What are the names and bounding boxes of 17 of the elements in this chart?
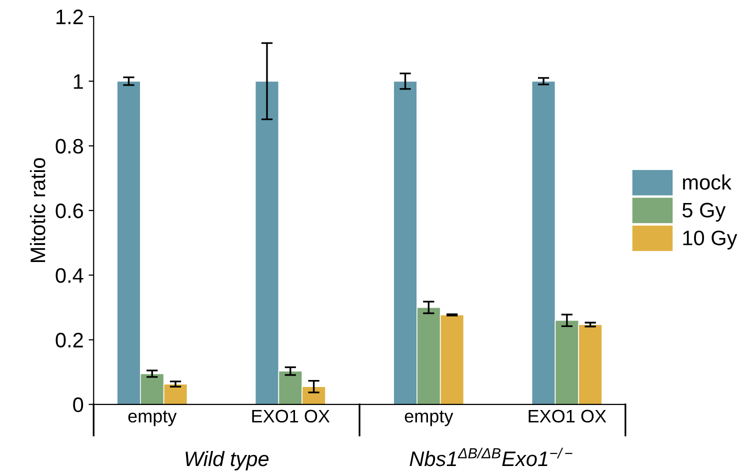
x-tick-label: empty bbox=[404, 410, 454, 426]
y-tick-label: 1 bbox=[74, 74, 83, 89]
x-tick-label: empty bbox=[128, 410, 177, 426]
y-tick-label: 0.8 bbox=[56, 138, 83, 154]
y-tick-label: 1.2 bbox=[56, 10, 83, 24]
y-tick-label: 0.6 bbox=[56, 203, 83, 218]
text: Wild type bbox=[186, 450, 269, 470]
legend-label: mock bbox=[683, 174, 732, 190]
x-tick-label: EXO1 OX bbox=[528, 410, 606, 423]
text: Nbs1$^{ΔB/ΔB}$Exo1$^{−/−}$ bbox=[410, 448, 572, 466]
y-tick-label: 0.2 bbox=[56, 332, 83, 348]
y-axis-title: Mitotic ratio bbox=[30, 158, 46, 262]
x-tick-label: EXO1 OX bbox=[252, 410, 330, 423]
legend-label: 5 Gy bbox=[682, 202, 726, 222]
legend-label: 10 Gy bbox=[683, 230, 738, 250]
y-tick-label: 0.4 bbox=[56, 268, 84, 283]
y-tick-label: 0 bbox=[73, 397, 84, 412]
